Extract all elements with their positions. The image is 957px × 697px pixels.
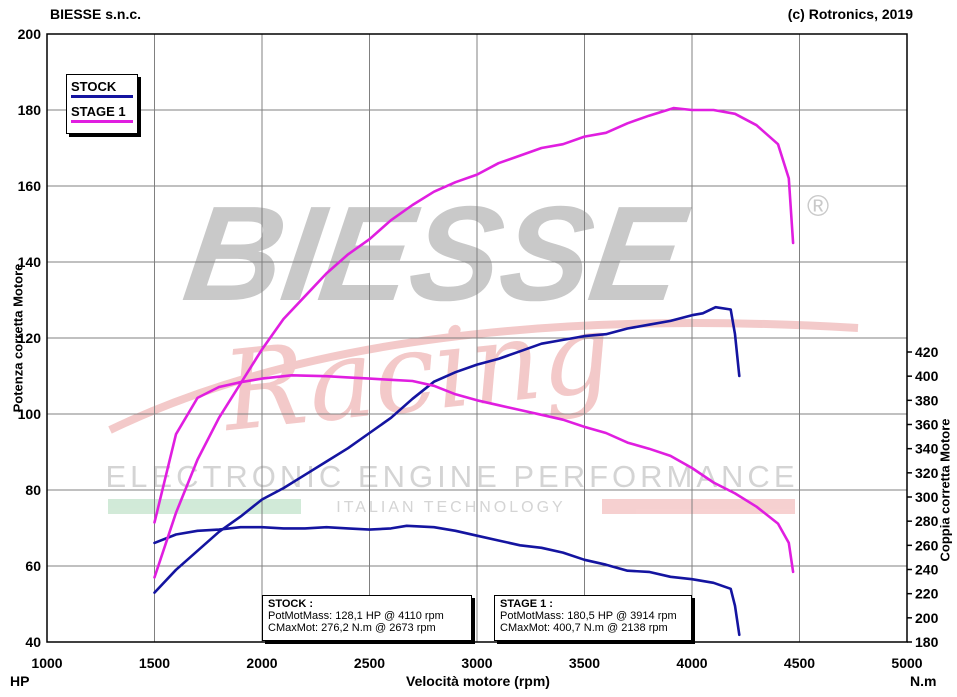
y-left-tick-label: 80 [25,482,41,498]
curve-stock-torque [153,524,741,637]
legend-swatch-stage1 [71,120,133,123]
stock-max-torque: CMaxMot: 276,2 N.m @ 2673 rpm [268,622,436,634]
y-left-tick-label: 140 [18,254,42,270]
header-right-copyright: (c) Rotronics, 2019 [787,6,913,22]
curve-stage-1-power [153,106,795,579]
watermark-registered: ® [807,190,829,223]
legend-label-stage1: STAGE 1 [71,104,126,119]
x-tick-label: 3500 [569,655,600,671]
y-right-tick-label: 400 [915,368,939,384]
y-axis-left-label: Potenza corretta Motore [10,263,26,413]
header-left-title: BIESSE s.n.c. [50,6,142,22]
y-left-tick-label: 160 [18,178,42,194]
y-left-tick-label: 200 [18,26,42,42]
curve-stock-power [153,305,741,594]
curve-stage-1-torque [153,373,795,574]
stock-summary-title: STOCK : [268,598,314,610]
x-tick-label: 1500 [139,655,170,671]
x-tick-label: 2500 [354,655,385,671]
y-right-tick-label: 340 [915,441,939,457]
x-tick-label: 4000 [676,655,707,671]
y-right-tick-label: 320 [915,465,939,481]
y-right-tick-label: 220 [915,586,939,602]
y-right-tick-label: 360 [915,417,939,433]
stage1-max-torque: CMaxMot: 400,7 N.m @ 2138 rpm [500,622,668,634]
watermark-tagline: ELECTRONIC ENGINE PERFORMANCE [105,459,798,494]
watermark-brand: BIESSE [176,178,696,329]
watermark-green-band [108,499,301,514]
x-tick-label: 2000 [246,655,277,671]
y-right-tick-label: 420 [915,344,939,360]
y-right-tick-label: 260 [915,537,939,553]
y-right-tick-label: 180 [915,634,939,650]
legend-label-stock: STOCK [71,79,117,94]
watermark: BIESSE ® Racing ELECTRONIC ENGINE PERFOR… [105,178,859,516]
curves [153,106,795,637]
right-unit-label: N.m [910,673,937,689]
stage1-summary-title: STAGE 1 : [500,598,553,610]
stage1-max-power: PotMotMass: 180,5 HP @ 3914 rpm [500,610,677,622]
legend-swatch-stock [71,95,133,98]
y-left-tick-label: 100 [18,406,42,422]
stock-summary-box: STOCK : PotMotMass: 128,1 HP @ 4110 rpm … [262,595,472,641]
x-tick-label: 1000 [31,655,62,671]
y-axis-right-label: Coppia corretta Motore [937,418,953,562]
y-right-tick-label: 280 [915,513,939,529]
tick-labels: 1000 1500 2000 2500 3000 3500 4000 4500 5000 40 60… [18,26,939,671]
y-left-tick-label: 120 [18,330,42,346]
y-right-tick-label: 200 [915,610,939,626]
y-right-tick-label: 240 [915,562,939,578]
y-left-tick-label: 180 [18,102,42,118]
stock-max-power: PotMotMass: 128,1 HP @ 4110 rpm [268,610,444,622]
y-left-tick-label: 40 [25,634,41,650]
legend: STOCK STAGE 1 [66,74,138,134]
y-right-tick-label: 380 [915,392,939,408]
y-left-tick-label: 60 [25,558,41,574]
x-tick-label: 3000 [461,655,492,671]
y-right-tick-label: 300 [915,489,939,505]
x-tick-label: 4500 [784,655,815,671]
left-unit-label: HP [10,673,30,689]
watermark-red-band [602,499,795,514]
watermark-swoosh [108,319,859,434]
watermark-subtagline: ITALIAN TECHNOLOGY [336,499,565,516]
x-tick-label: 5000 [891,655,922,671]
plot-frame [46,33,908,643]
stage1-summary-box: STAGE 1 : PotMotMass: 180,5 HP @ 3914 rp… [494,595,692,641]
grid [46,33,908,643]
x-axis-label: Velocità motore (rpm) [406,673,550,689]
